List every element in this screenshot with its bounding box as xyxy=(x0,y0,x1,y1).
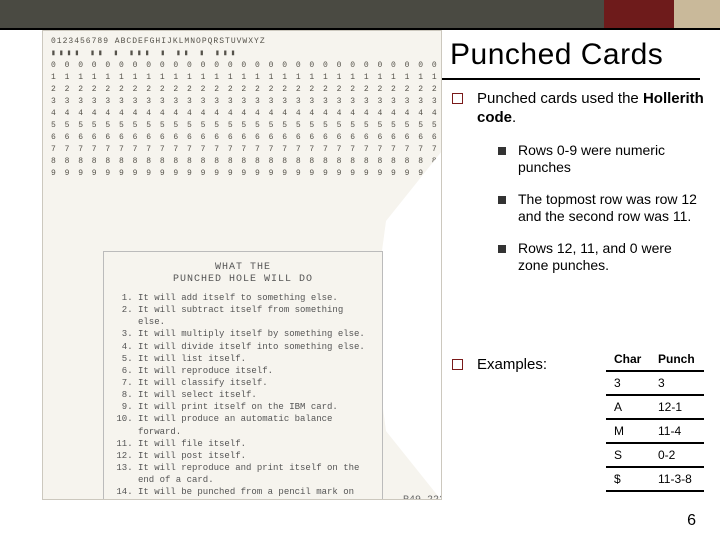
caption-line-1: WHAT THE xyxy=(215,262,271,273)
examples-label-row: Examples: xyxy=(452,356,547,373)
solid-bullet-icon xyxy=(498,196,506,204)
table-cell: $ xyxy=(606,467,650,491)
table-cell: 3 xyxy=(606,371,650,395)
sub-bullet-item: The topmost row was row 12 and the secon… xyxy=(498,191,704,226)
topbar-segment xyxy=(604,0,674,28)
sub-bullet-list: Rows 0-9 were numeric punches The topmost… xyxy=(498,142,704,275)
card-data-row: 1 1 1 1 1 1 1 1 1 1 1 1 1 1 1 1 1 1 1 1 … xyxy=(51,73,433,82)
sub-bullet-item: Rows 12, 11, and 0 were zone punches. xyxy=(498,240,704,275)
arrow-head xyxy=(163,186,323,256)
card-data-row: 6 6 6 6 6 6 6 6 6 6 6 6 6 6 6 6 6 6 6 6 … xyxy=(51,133,433,142)
table-header-cell: Char xyxy=(606,348,650,371)
capability-item: It will reproduce itself. xyxy=(138,365,368,377)
table-cell: 11-4 xyxy=(650,419,704,443)
hollow-bullet-icon xyxy=(452,93,463,104)
capability-item: It will divide itself into something els… xyxy=(138,341,368,353)
slide-title: Punched Cards xyxy=(450,38,663,72)
capability-item: It will list itself. xyxy=(138,353,368,365)
capabilities-panel: WHAT THE PUNCHED HOLE WILL DO It will ad… xyxy=(103,251,383,500)
bullet-item: Punched cards used the Hollerith code. xyxy=(452,90,704,128)
topbar-segment xyxy=(0,0,604,28)
solid-bullet-icon xyxy=(498,245,506,253)
capability-item: It will classify itself. xyxy=(138,377,368,389)
table-cell: M xyxy=(606,419,650,443)
table-row: S0-2 xyxy=(606,443,704,467)
card-data-row: 9 9 9 9 9 9 9 9 9 9 9 9 9 9 9 9 9 9 9 9 … xyxy=(51,169,433,178)
table-row: M11-4 xyxy=(606,419,704,443)
capability-item: It will add itself to something else. xyxy=(138,292,368,304)
table-row: 33 xyxy=(606,371,704,395)
sub-bullet-item: Rows 0-9 were numeric punches xyxy=(498,142,704,177)
card-data-row: 3 3 3 3 3 3 3 3 3 3 3 3 3 3 3 3 3 3 3 3 … xyxy=(51,97,433,106)
table-row: A12-1 xyxy=(606,395,704,419)
table-cell: S xyxy=(606,443,650,467)
card-data-row: 5 5 5 5 5 5 5 5 5 5 5 5 5 5 5 5 5 5 5 5 … xyxy=(51,121,433,130)
capability-item: It will be punched from a pencil mark on… xyxy=(138,486,368,500)
capability-item: It will reproduce and print itself on th… xyxy=(138,462,368,486)
sub-bullet-text: The topmost row was row 12 and the secon… xyxy=(518,191,704,226)
card-data-row: 8 8 8 8 8 8 8 8 8 8 8 8 8 8 8 8 8 8 8 8 … xyxy=(51,157,433,166)
card-punch-bars: ▮▮▮▮ ▮▮ ▮ ▮▮▮ ▮ ▮▮ ▮ ▮▮▮ xyxy=(51,48,433,58)
content-area: Punched cards used the Hollerith code. R… xyxy=(452,90,704,289)
decorative-top-bar xyxy=(0,0,720,28)
capability-item: It will print itself on the IBM card. xyxy=(138,401,368,413)
hollow-bullet-icon xyxy=(452,359,463,370)
card-data-row: 2 2 2 2 2 2 2 2 2 2 2 2 2 2 2 2 2 2 2 2 … xyxy=(51,85,433,94)
intro-suffix: . xyxy=(512,109,516,126)
capability-item: It will subtract itself from something e… xyxy=(138,304,368,328)
table-cell: 12-1 xyxy=(650,395,704,419)
figure-id: R49.222X xyxy=(403,495,442,500)
card-header-row: 0123456789 ABCDEFGHIJKLMNOPQRSTUVWXYZ xyxy=(51,37,433,46)
topbar-segment xyxy=(674,0,720,28)
solid-bullet-icon xyxy=(498,147,506,155)
table-cell: 11-3-8 xyxy=(650,467,704,491)
examples-table: CharPunch 33A12-1M11-4S0-2$11-3-8 xyxy=(606,348,704,492)
sub-bullet-text: Rows 12, 11, and 0 were zone punches. xyxy=(518,240,704,275)
sub-bullet-text: Rows 0-9 were numeric punches xyxy=(518,142,704,177)
card-data-row: 0 0 0 0 0 0 0 0 0 0 0 0 0 0 0 0 0 0 0 0 … xyxy=(51,61,433,70)
table-cell: 0-2 xyxy=(650,443,704,467)
capability-item: It will post itself. xyxy=(138,450,368,462)
table-row: $11-3-8 xyxy=(606,467,704,491)
capability-item: It will select itself. xyxy=(138,389,368,401)
page-number: 6 xyxy=(687,512,696,530)
capability-item: It will file itself. xyxy=(138,438,368,450)
caption-line-2: PUNCHED HOLE WILL DO xyxy=(173,274,313,285)
table-cell: 3 xyxy=(650,371,704,395)
capability-item: It will multiply itself by something els… xyxy=(138,328,368,340)
card-data-row: 4 4 4 4 4 4 4 4 4 4 4 4 4 4 4 4 4 4 4 4 … xyxy=(51,109,433,118)
capability-item: It will produce an automatic balance for… xyxy=(138,413,368,437)
table-cell: A xyxy=(606,395,650,419)
punched-card-illustration: 0123456789 ABCDEFGHIJKLMNOPQRSTUVWXYZ ▮▮… xyxy=(42,30,442,500)
table-header-cell: Punch xyxy=(650,348,704,371)
title-underline xyxy=(442,78,700,80)
intro-prefix: Punched cards used the xyxy=(477,90,643,107)
intro-text: Punched cards used the Hollerith code. xyxy=(477,90,704,128)
examples-label: Examples: xyxy=(477,356,547,373)
examples-block: Examples: CharPunch 33A12-1M11-4S0-2$11-… xyxy=(452,348,704,492)
card-data-row: 7 7 7 7 7 7 7 7 7 7 7 7 7 7 7 7 7 7 7 7 … xyxy=(51,145,433,154)
